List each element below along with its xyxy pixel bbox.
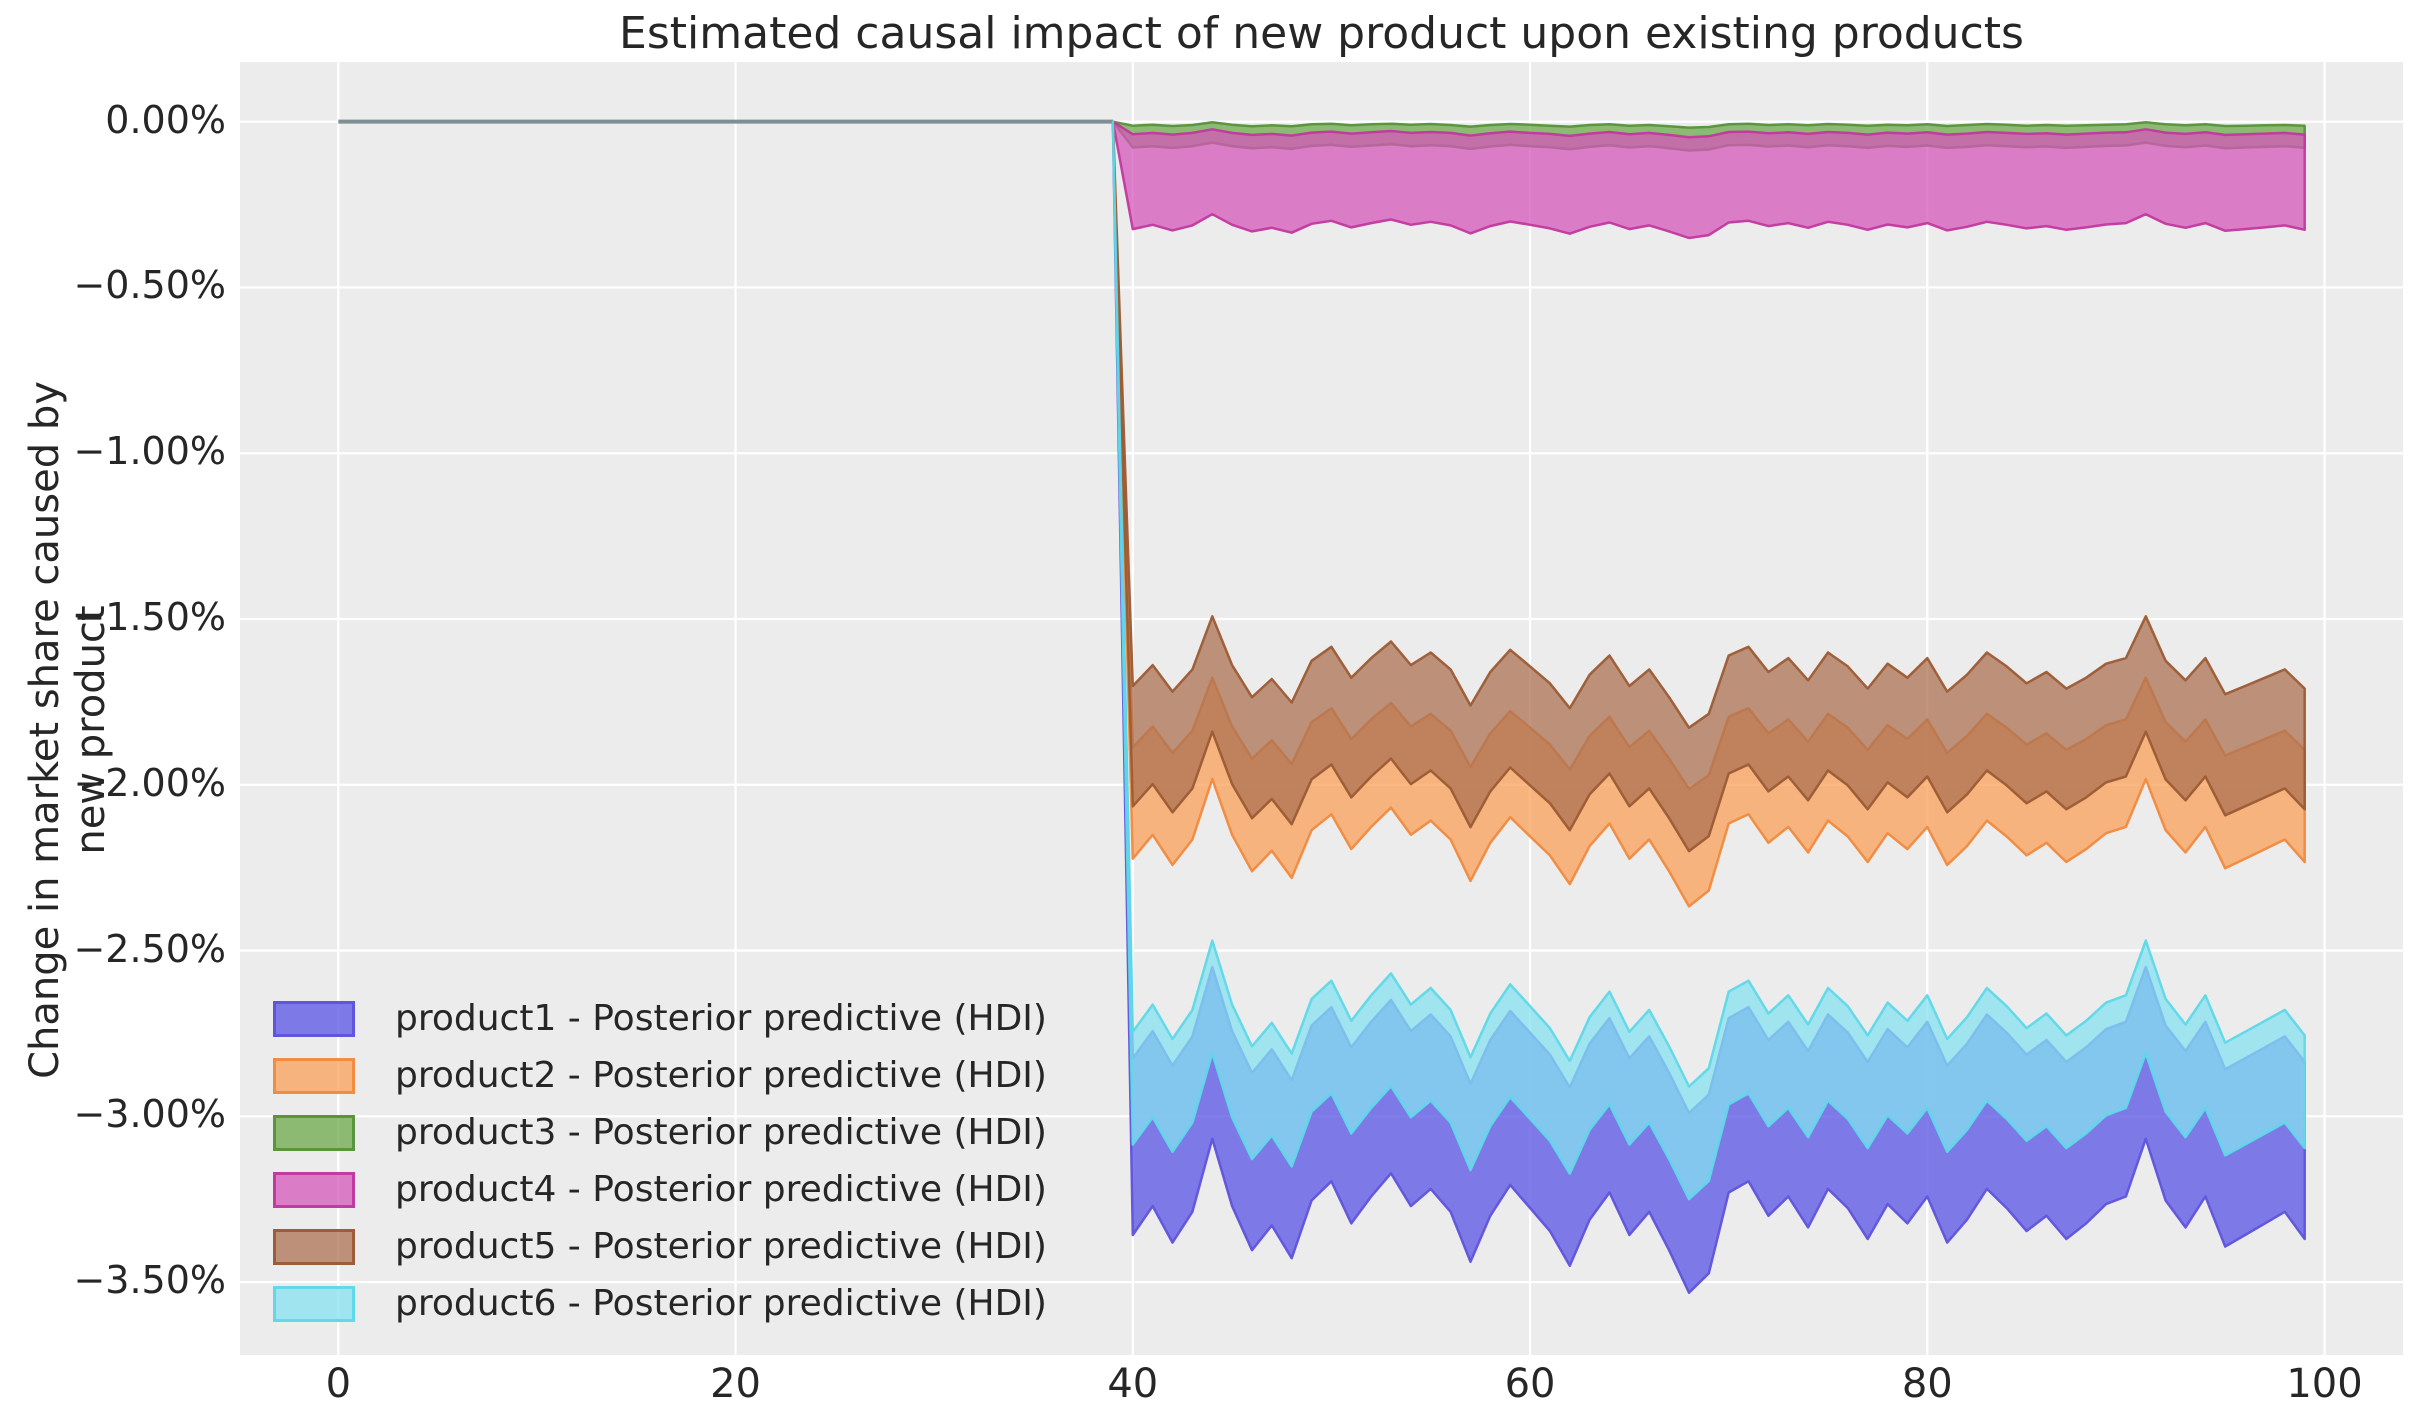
y-tick-label-7: −3.50% xyxy=(73,1258,226,1303)
legend-item-product4: product4 - Posterior predictive (HDI) xyxy=(273,1161,1047,1218)
y-tick-label-5: −2.50% xyxy=(73,926,226,971)
x-tick-label-100: 100 xyxy=(2286,1361,2363,1407)
x-tick-label-80: 80 xyxy=(1901,1361,1953,1407)
y-tick-label-0: 0.00% xyxy=(105,97,226,142)
legend-item-product2: product2 - Posterior predictive (HDI) xyxy=(273,1047,1047,1104)
legend-label-product4: product4 - Posterior predictive (HDI) xyxy=(395,1169,1047,1210)
y-tick-label-4: −2.00% xyxy=(73,760,226,805)
legend: product1 - Posterior predictive (HDI) pro… xyxy=(273,990,1047,1332)
hdi-band-product4 xyxy=(1111,120,2306,240)
legend-swatch-product3 xyxy=(273,1114,355,1151)
legend-label-product3: product3 - Posterior predictive (HDI) xyxy=(395,1112,1047,1153)
hdi-band-product6 xyxy=(1111,120,2306,1201)
legend-swatch-product4 xyxy=(273,1171,355,1208)
legend-swatch-product1 xyxy=(273,1000,355,1037)
x-tick-label-20: 20 xyxy=(710,1361,762,1407)
x-tick-label-0: 0 xyxy=(325,1361,352,1407)
legend-item-product5: product5 - Posterior predictive (HDI) xyxy=(273,1218,1047,1275)
y-tick-label-2: −1.00% xyxy=(73,429,226,474)
legend-label-product2: product2 - Posterior predictive (HDI) xyxy=(395,1055,1047,1096)
legend-swatch-product6 xyxy=(273,1285,355,1322)
legend-label-product6: product6 - Posterior predictive (HDI) xyxy=(395,1283,1047,1324)
legend-item-product6: product6 - Posterior predictive (HDI) xyxy=(273,1275,1047,1332)
y-axis-label: Change in market share caused by new pro… xyxy=(22,381,114,1079)
y-tick-label-6: −3.00% xyxy=(73,1092,226,1137)
legend-label-product1: product1 - Posterior predictive (HDI) xyxy=(395,998,1047,1039)
chart-title: Estimated causal impact of new product u… xyxy=(619,8,2024,59)
x-tick-label-60: 60 xyxy=(1504,1361,1556,1407)
hdi-band-product5 xyxy=(1111,120,2306,853)
legend-item-product3: product3 - Posterior predictive (HDI) xyxy=(273,1104,1047,1161)
x-tick-label-40: 40 xyxy=(1107,1361,1159,1407)
y-tick-label-1: −0.50% xyxy=(73,263,226,308)
legend-item-product1: product1 - Posterior predictive (HDI) xyxy=(273,990,1047,1047)
y-tick-label-3: −1.50% xyxy=(73,594,226,639)
legend-label-product5: product5 - Posterior predictive (HDI) xyxy=(395,1226,1047,1267)
legend-swatch-product5 xyxy=(273,1228,355,1265)
legend-swatch-product2 xyxy=(273,1057,355,1094)
